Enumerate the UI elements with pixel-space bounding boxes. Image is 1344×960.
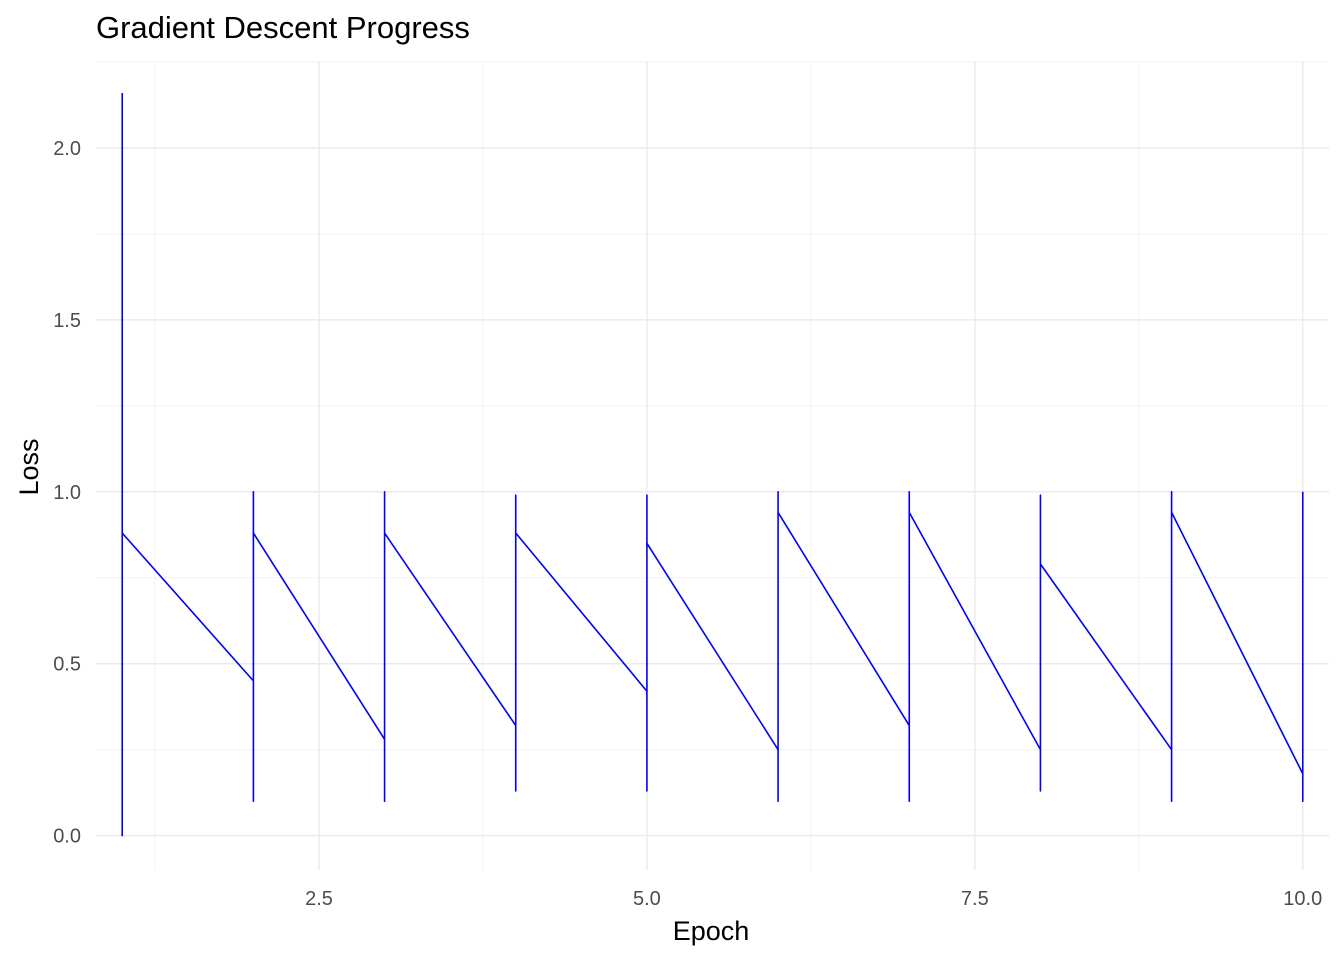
x-tick-label: 2.5 <box>305 888 333 910</box>
series-layer <box>121 92 1304 837</box>
y-tick-label: 0.0 <box>53 826 81 848</box>
x-axis-label: Epoch <box>673 916 750 946</box>
x-tick-label: 7.5 <box>961 888 989 910</box>
y-tick-label: 2.0 <box>53 138 81 160</box>
tick-labels: 2.5 5.0 7.5 10.0 0.0 0.5 1.0 1.5 2.0 <box>53 138 1322 910</box>
minor-gridlines <box>96 61 1329 870</box>
major-gridlines <box>96 62 1329 870</box>
y-tick-label: 1.0 <box>53 482 81 504</box>
y-tick-label: 0.5 <box>53 654 81 676</box>
x-tick-label: 10.0 <box>1283 888 1322 910</box>
chart-title: Gradient Descent Progress <box>96 10 470 45</box>
y-tick-label: 1.5 <box>53 310 81 332</box>
y-axis-label: Loss <box>14 438 44 495</box>
x-tick-label: 5.0 <box>633 888 661 910</box>
series-line <box>121 92 1304 837</box>
